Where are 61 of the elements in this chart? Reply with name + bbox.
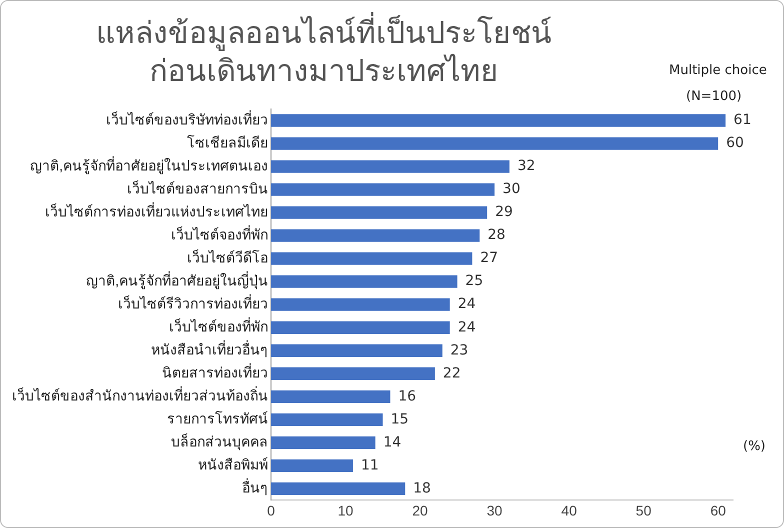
data-label: 22 — [442, 365, 461, 382]
y-tick-label: เว็บไซต์ของที่พัก — [169, 317, 268, 334]
x-tick-label: 30 — [486, 502, 503, 518]
bar — [271, 459, 353, 472]
bar — [271, 275, 458, 288]
y-tick-label: เว็บไซต์ของบริษัทท่องเที่ยว — [106, 110, 268, 128]
y-tick-label: อื่นๆ — [242, 478, 268, 496]
x-tick-label: 20 — [412, 502, 428, 518]
bar — [271, 229, 480, 242]
x-tick-label: 10 — [338, 502, 354, 518]
y-tick-label: นิตยสารท่องเที่ยว — [162, 363, 268, 380]
data-label: 60 — [726, 135, 744, 152]
y-tick-label: เว็บไซต์จองที่พัก — [171, 225, 268, 242]
y-tick-label: เว็บไซต์การท่องเที่ยวแห่งประเทศไทย — [45, 202, 268, 220]
data-label: 24 — [458, 296, 476, 312]
bar — [271, 160, 510, 173]
data-label: 23 — [450, 342, 468, 358]
y-tick-label: ญาติ,คนรู้จักที่อาศัยอยู่ในประเทศตนเอง — [30, 156, 268, 174]
data-label: 24 — [458, 319, 476, 336]
data-label: 61 — [734, 112, 752, 128]
bar — [271, 321, 450, 334]
data-label: 25 — [465, 273, 484, 290]
x-tick-label: 60 — [710, 502, 726, 518]
bar — [271, 252, 472, 265]
data-label: 28 — [488, 227, 506, 244]
y-tick-label: หนังสือนำเที่ยวอื่นๆ — [151, 340, 268, 358]
data-label: 16 — [398, 388, 416, 404]
y-tick-label: เว็บไซต์รีวิวการท่องเที่ยว — [118, 294, 268, 312]
data-label: 27 — [480, 250, 498, 266]
x-tick-label: 0 — [267, 502, 276, 518]
data-label: 15 — [390, 411, 409, 428]
bar — [271, 436, 376, 449]
bar — [271, 298, 450, 311]
y-tick-label: ญาติ,คนรู้จักที่อาศัยอยู่ในญี่ปุ่น — [86, 271, 268, 290]
bar — [271, 183, 495, 196]
data-label: 29 — [495, 204, 513, 220]
x-tick-label: 50 — [636, 502, 652, 518]
y-tick-label: รายการโทรทัศน์ — [167, 410, 268, 427]
bar — [271, 413, 383, 426]
y-tick-label: เว็บไซต์วีดีโอ — [187, 248, 268, 266]
bar — [271, 390, 390, 403]
y-tick-label: โซเชียลมีเดีย — [187, 134, 268, 150]
y-tick-label: บล็อกส่วนบุคคล — [171, 432, 268, 451]
y-tick-label: เว็บไซต์ของสำนักงานท่องเที่ยวส่วนท้องถิ่น — [12, 386, 268, 404]
bar — [271, 482, 406, 496]
data-label: 14 — [383, 434, 402, 450]
text: (%) — [743, 439, 766, 454]
data-label: 32 — [517, 158, 536, 174]
x-tick-label: 40 — [561, 502, 578, 518]
bar — [271, 206, 488, 219]
y-tick-label: เว็บไซต์ของสายการบิน — [127, 179, 268, 196]
text: Multiple choice — [669, 63, 767, 78]
y-tick-label: หนังสือพิมพ์ — [198, 456, 268, 473]
bar — [271, 114, 726, 127]
bar — [271, 344, 442, 357]
bar — [271, 367, 435, 380]
data-label: 18 — [413, 480, 431, 496]
data-label: 30 — [502, 181, 520, 198]
data-label: 11 — [360, 457, 379, 474]
text: (N=100) — [686, 89, 742, 104]
bar — [271, 137, 718, 150]
